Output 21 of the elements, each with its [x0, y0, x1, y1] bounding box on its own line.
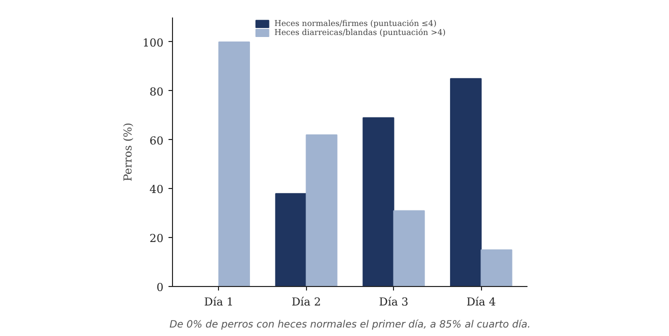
- y-tick-label: 0: [156, 281, 164, 294]
- legend-label: Heces normales/firmes (puntuación ≤4): [274, 19, 436, 28]
- bar: [306, 134, 338, 286]
- bar: [362, 117, 394, 286]
- y-tick-label: 100: [142, 36, 164, 50]
- x-tick-label: Día 3: [379, 296, 408, 308]
- x-tick-label: Día 4: [466, 296, 496, 308]
- bar: [450, 78, 482, 286]
- bar: [275, 193, 307, 286]
- bar: [218, 41, 250, 286]
- bar: [480, 249, 512, 286]
- y-tick-label: 60: [150, 134, 164, 148]
- y-axis-title: Perros (%): [122, 122, 135, 182]
- legend-label: Heces diarreicas/blandas (puntuación >4): [274, 28, 446, 37]
- bar: [393, 210, 425, 286]
- y-tick-label: 20: [150, 232, 164, 246]
- y-tick-label: 80: [150, 85, 164, 98]
- y-tick-label: 40: [150, 183, 164, 196]
- x-tick-label: Día 2: [292, 296, 321, 308]
- x-tick-label: Día 1: [204, 296, 234, 308]
- text: De 0% de perros con heces normales el primer día, a 85% al cuarto día.: [169, 320, 531, 330]
